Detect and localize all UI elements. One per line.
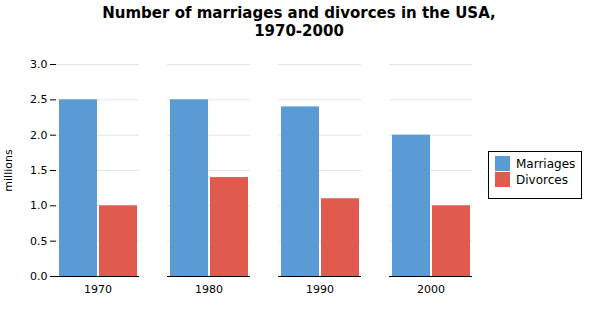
svg-text:1.5: 1.5 [30,164,48,177]
svg-text:0.5: 0.5 [30,235,48,248]
svg-text:3.0: 3.0 [30,58,48,71]
html-text:Marriages: Marriages [516,156,576,171]
svg-text:2000: 2000 [417,283,445,296]
svg-text:1970: 1970 [84,283,112,296]
svg-text:2.5: 2.5 [30,93,48,106]
svg-text:2.0: 2.0 [30,129,48,142]
svg-text:millions: millions [2,149,15,192]
html-text:Number of marriages and divorc: Number of marriages and divorces in the … [102,4,496,40]
svg-text:1990: 1990 [306,283,334,296]
svg-text:1.0: 1.0 [30,199,48,212]
html-text:Divorces: Divorces [516,172,568,187]
svg-text:1980: 1980 [195,283,223,296]
svg-text:0.0: 0.0 [30,270,48,283]
